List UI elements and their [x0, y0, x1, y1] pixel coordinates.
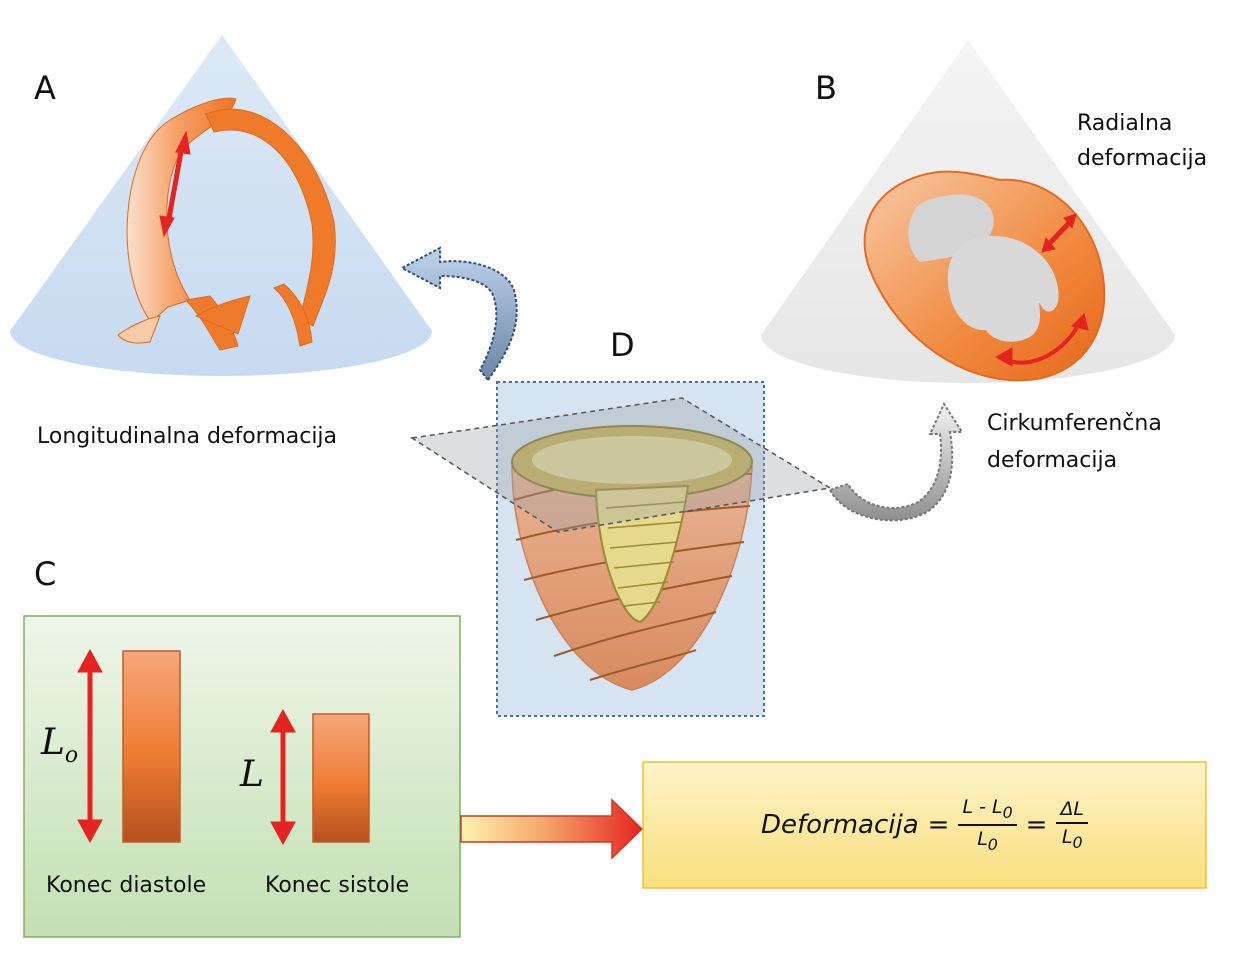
fraction-1-denominator: L0 [977, 826, 998, 854]
panel-a-caption: Longitudinalna deformacija [37, 424, 337, 449]
curved-arrow-to-b-icon [828, 401, 964, 522]
circ-label-line2: deformacija [987, 448, 1117, 473]
fraction-1-numerator-sub: 0 [1002, 803, 1013, 822]
fraction-2-denominator: L0 [1062, 824, 1083, 852]
diastole-bar [122, 650, 181, 843]
lv-long-axis-wall [117, 97, 336, 351]
panel-b: B Radialna deformacija Cirkumferenčna de… [761, 40, 1207, 473]
systole-label: Konec sistole [265, 873, 409, 898]
diastole-length-arrow-icon [77, 648, 103, 844]
final-length-symbol: L [240, 754, 264, 795]
imaging-plane [409, 397, 833, 533]
formula-box [642, 761, 1207, 889]
radial-strain-arrow-icon [1041, 213, 1077, 253]
circumferential-strain-arrow-icon [994, 313, 1089, 367]
formula-equals-2: = [1025, 810, 1048, 840]
strain-formula: Deformacija = L - L0 L0 = ΔL L0 [643, 762, 1206, 888]
formula-equals-1: = [927, 810, 950, 840]
fraction-1-numerator-text: L - L [962, 796, 1003, 819]
lv-short-axis-ring [863, 170, 1106, 382]
fraction-1-denominator-sub: 0 [987, 834, 998, 854]
heart-model-icon [511, 425, 753, 691]
initial-length-letter: L [41, 722, 65, 763]
fraction-1-denominator-text: L [977, 828, 988, 850]
panel-a-letter: A [34, 69, 56, 107]
fraction-2-numerator: ΔL [1056, 798, 1089, 825]
panel-d-letter: D [610, 326, 635, 364]
circ-label-line1: Cirkumferenčna [987, 411, 1162, 436]
panel-b-letter: B [815, 69, 837, 107]
systole-bar [312, 713, 370, 843]
initial-length-subscript: o [64, 743, 79, 769]
final-length-letter: L [240, 754, 264, 795]
fraction-2-denominator-sub: 0 [1072, 832, 1083, 852]
panel-c: C Konec diastole Konec sistole [23, 555, 461, 938]
fraction-2-denominator-text: L [1061, 826, 1073, 849]
panel-a: A [10, 35, 432, 376]
panel-d: D [409, 326, 833, 717]
formula-fraction-1: L - L0 L0 [958, 796, 1017, 854]
fraction-1-numerator: L - L0 [958, 796, 1017, 826]
formula-word: Deformacija [760, 810, 919, 840]
radial-label-line1: Radialna [1077, 111, 1172, 136]
initial-length-symbol: Lo [41, 722, 78, 768]
longitudinal-strain-arrow-icon [159, 130, 191, 238]
curved-arrow-to-a-icon [399, 246, 518, 382]
diastole-label: Konec diastole [46, 873, 206, 898]
systole-length-arrow-icon [270, 708, 296, 846]
panel-c-letter: C [34, 555, 56, 593]
formula-fraction-2: ΔL L0 [1056, 798, 1089, 852]
result-arrow-icon [460, 798, 644, 860]
radial-label-line2: deformacija [1077, 146, 1207, 171]
